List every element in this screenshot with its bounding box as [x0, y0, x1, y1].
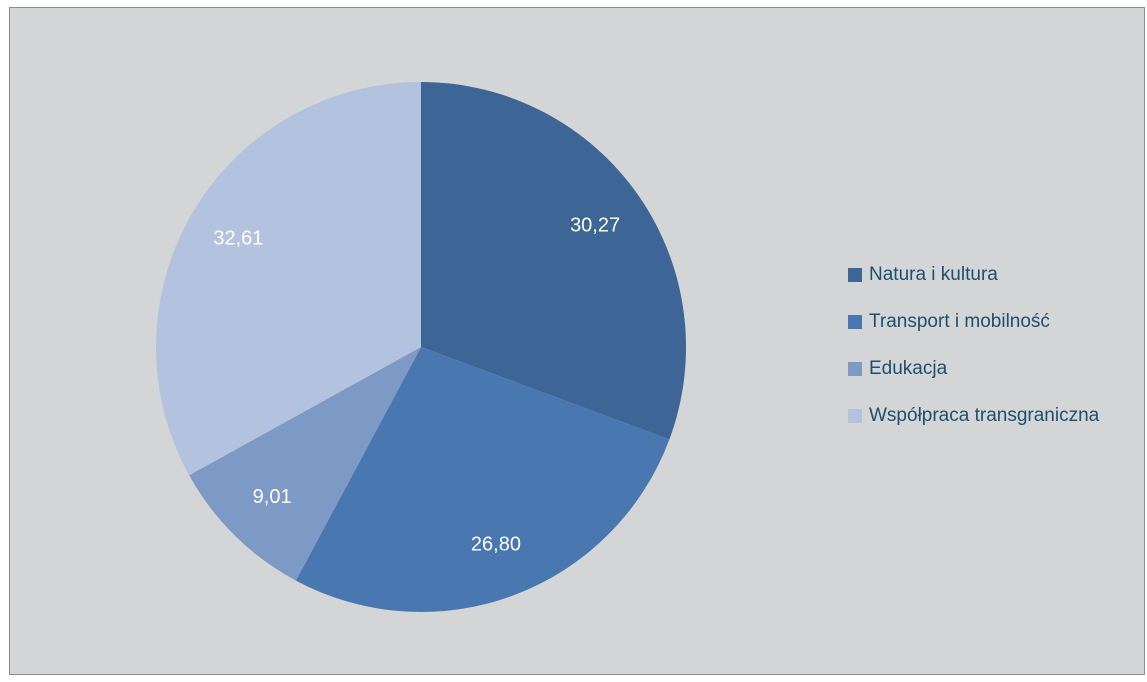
legend-label: Natura i kultura: [869, 264, 998, 285]
legend-swatch: [848, 409, 862, 423]
data-label: 9,01: [253, 486, 292, 508]
legend-label: Współpraca transgraniczna: [869, 405, 1100, 426]
pie-slice: [421, 82, 686, 440]
data-label: 32,61: [213, 228, 263, 250]
pie-slice: [295, 347, 670, 612]
legend-label: Transport i mobilność: [869, 311, 1050, 332]
data-label: 30,27: [570, 214, 620, 236]
legend-label: Edukacja: [869, 358, 948, 379]
pie-slice: [156, 82, 421, 476]
pie-slice: [189, 347, 421, 581]
legend-swatch: [848, 362, 862, 376]
data-label: 26,80: [471, 534, 521, 556]
legend-swatch: [848, 268, 862, 282]
legend-swatch: [848, 315, 862, 329]
